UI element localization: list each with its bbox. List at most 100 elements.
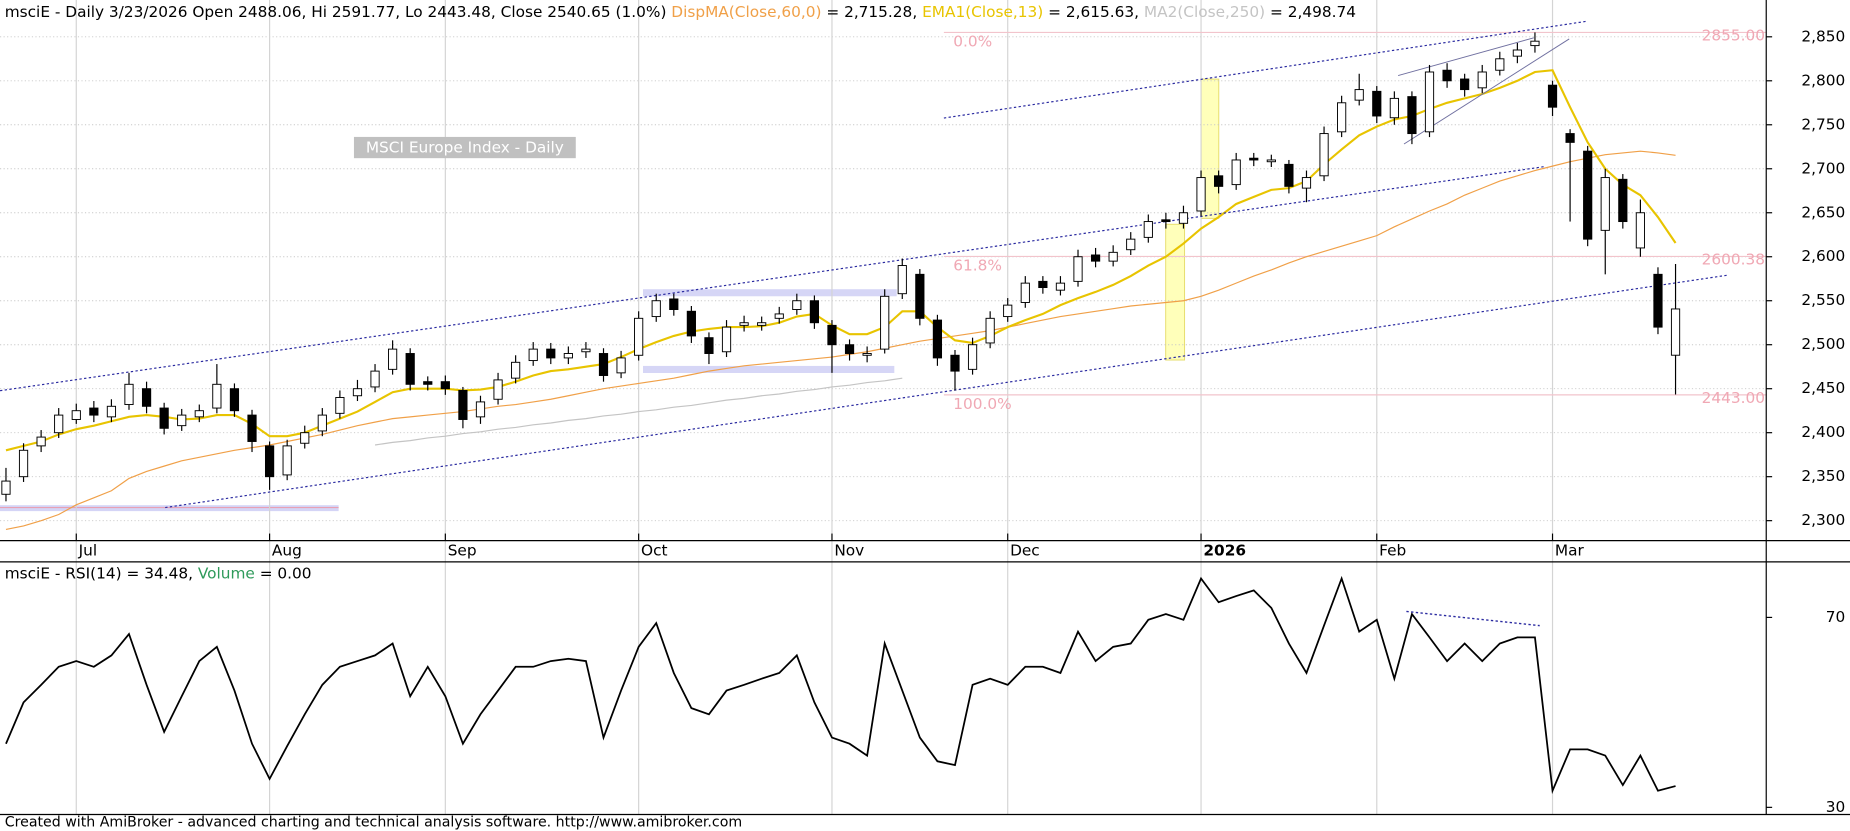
candle-body (493, 379, 503, 400)
wedge-line (1397, 37, 1534, 77)
footer: Created with AmiBroker - advanced charti… (5, 815, 742, 831)
chart-title: msciE - RSI(14) = 34.48, (5, 564, 193, 582)
candle-body (1319, 133, 1329, 177)
candle-body (1372, 90, 1382, 117)
candle-body (704, 337, 714, 354)
candle-body (862, 353, 872, 356)
candle-body (774, 313, 784, 319)
candle-body (18, 449, 29, 478)
candle-body (159, 407, 169, 429)
candle-body (1424, 71, 1435, 133)
candle-body (880, 295, 890, 350)
candle-body (264, 445, 275, 478)
candle-body (581, 348, 591, 353)
candle-body (792, 300, 802, 310)
y-tick-label: 2,850 (1801, 27, 1845, 45)
candle-body (458, 389, 468, 420)
legend-value: = 2,715.28 (826, 2, 912, 20)
label-box (353, 136, 576, 159)
candle-body (1038, 280, 1048, 289)
annotations-over: MSCI Europe Index - Daily 0.0% 2855.00 61.… (0, 20, 1765, 627)
candle-body (141, 388, 152, 407)
candle-body (739, 322, 749, 326)
candle-body (1073, 256, 1083, 282)
support-band (643, 365, 895, 374)
fib-price-label: 2855.00 (1702, 26, 1765, 44)
candle-body (616, 357, 626, 374)
candle-body (1600, 177, 1610, 231)
candle-body (1301, 177, 1312, 189)
candle-body (686, 310, 696, 337)
x-tick-label: 2026 (1203, 542, 1246, 560)
candle-body (124, 383, 134, 406)
y-tick-label: 70 (1826, 608, 1846, 626)
indicator-lines (5, 69, 1677, 795)
candle-body (317, 414, 327, 432)
indicator-line (374, 377, 903, 446)
candle-body (1337, 102, 1347, 133)
candle-body (651, 300, 661, 318)
grid (0, 0, 1767, 815)
fib-price-label: 2443.00 (1702, 389, 1765, 407)
y-tick-label: 2,700 (1801, 159, 1845, 177)
candle-body (1214, 175, 1224, 187)
candle-body (1108, 251, 1118, 262)
candle-body (1635, 212, 1645, 249)
candle-body (54, 414, 64, 434)
y-tick-label: 2,750 (1801, 115, 1845, 133)
candle-body (1196, 177, 1206, 212)
fib-label: 100.0% (953, 395, 1011, 413)
candle-body (1583, 150, 1593, 240)
candle-body (1565, 133, 1575, 143)
fib-label: 0.0% (953, 32, 992, 50)
chart-title: msciE - Daily 3/23/2026 Open 2488.06, Hi… (5, 2, 667, 20)
highlight-box (1165, 223, 1186, 361)
candle-body (282, 445, 292, 476)
candle-body (405, 353, 415, 385)
legend-name: MA2(Close,250) (1144, 2, 1265, 20)
fib-price-label: 2600.38 (1702, 250, 1765, 268)
candle-body (194, 410, 204, 418)
candle-body (1495, 58, 1505, 71)
candle-body (634, 317, 644, 356)
candle-body (423, 381, 433, 385)
fib-label: 61.8% (953, 256, 1002, 274)
y-tick-label: 2,500 (1801, 335, 1845, 353)
rsi-header: msciE - RSI(14) = 34.48, Volume = 0.00 (5, 564, 312, 582)
candle-body (388, 348, 398, 370)
candle-body (1249, 157, 1259, 161)
candle-body (212, 383, 222, 409)
candle-body (1442, 69, 1452, 82)
candle-body (528, 348, 538, 362)
x-tick-label: Jul (78, 542, 97, 560)
chart-label: MSCI Europe Index - Daily (366, 139, 564, 157)
candle-body (300, 432, 310, 444)
legend-value: = 2,615.63 (1048, 2, 1134, 20)
candle-body (1266, 159, 1276, 163)
y-tick-label: 2,600 (1801, 247, 1845, 265)
candle-body (335, 397, 345, 414)
candle-body (106, 405, 117, 418)
candle-body (809, 300, 820, 324)
candle-body (985, 317, 995, 344)
candle-body (1231, 159, 1241, 186)
legend-value: = 2,498.74 (1270, 2, 1356, 20)
divergence-line (1406, 610, 1540, 627)
rsi-line (5, 575, 1676, 795)
candle-body (89, 407, 99, 416)
legend-name: Volume (198, 564, 255, 582)
candle-body (1407, 96, 1417, 135)
candle-body (1003, 304, 1013, 318)
candle-body (1618, 178, 1628, 223)
candle-body (247, 414, 257, 442)
candle-body (967, 344, 978, 370)
x-tick-label: Feb (1379, 542, 1406, 560)
indicator-line (5, 150, 1676, 531)
candle-body (1530, 40, 1540, 47)
header: msciE - Daily 3/23/2026 Open 2488.06, Hi… (5, 2, 1356, 20)
candle-body (36, 436, 46, 447)
candle-body (1143, 221, 1153, 238)
indicator-line (5, 69, 1677, 452)
candle-body (1178, 212, 1189, 224)
